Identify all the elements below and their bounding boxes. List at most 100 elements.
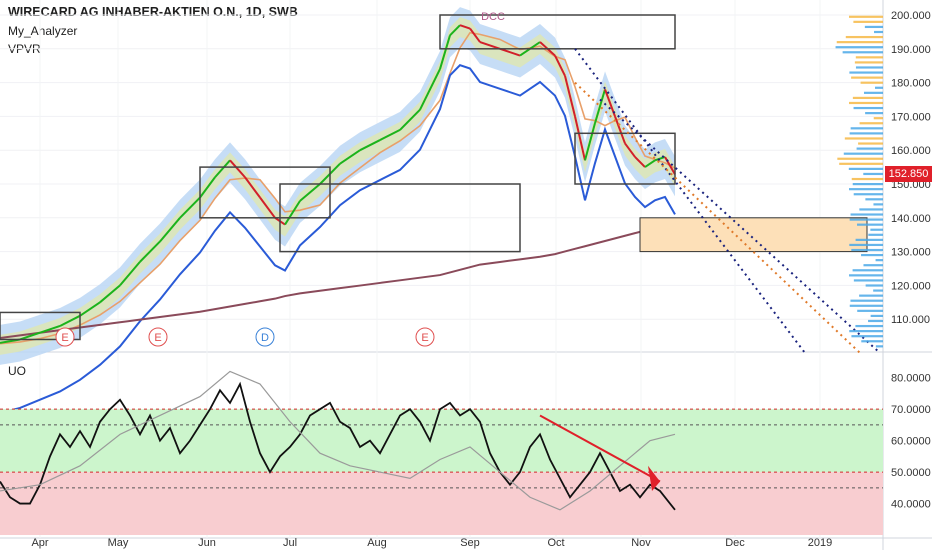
volume-profile-bar <box>852 269 883 272</box>
price-segment <box>99 284 121 304</box>
price-segment <box>359 139 381 152</box>
event-marker <box>148 327 168 347</box>
volume-profile-bar <box>850 299 883 302</box>
volume-profile-bar <box>849 15 883 18</box>
price-segment <box>584 122 596 161</box>
price-segment <box>339 149 361 165</box>
indicator-label[interactable]: My_Analyzer <box>8 24 78 38</box>
price-segment <box>284 200 301 226</box>
volume-profile-bar <box>875 259 883 262</box>
volume-profile-bar <box>873 289 883 292</box>
range-box <box>199 166 331 219</box>
volume-profile-bar <box>852 183 883 186</box>
dcc-label: DCC <box>481 11 505 23</box>
volume-profile-bar <box>874 30 883 34</box>
target-zone <box>639 217 868 253</box>
volume-profile-bar <box>836 41 883 44</box>
price-tick-label: 160.000 <box>891 145 931 157</box>
volume-profile-bar <box>850 213 883 216</box>
volume-profile-bar <box>860 81 883 84</box>
price-segment <box>664 156 676 175</box>
price-segment <box>439 34 451 70</box>
price-segment <box>199 176 216 199</box>
volume-profile-bar <box>851 177 883 181</box>
price-segment <box>564 75 576 117</box>
price-segment <box>214 159 231 178</box>
x-tick-label: Apr <box>31 537 48 549</box>
x-tick-label: May <box>108 537 129 549</box>
price-segment <box>379 129 401 141</box>
volume-profile-bar <box>844 137 883 140</box>
volume-profile-bar <box>853 193 883 196</box>
event-marker-label: D <box>261 332 269 344</box>
price-segment <box>624 142 636 158</box>
price-segment <box>644 159 656 168</box>
price-segment <box>59 314 81 327</box>
volume-profile-bar <box>849 243 883 247</box>
volume-profile-bar <box>843 152 883 155</box>
volume-profile-bar <box>868 233 883 236</box>
price-segment <box>39 325 61 334</box>
volume-profile-bar <box>861 253 883 257</box>
price-tick-label: 150.000 <box>891 179 931 191</box>
volume-profile-bar <box>839 162 883 165</box>
ma-line-maroon <box>0 221 676 339</box>
x-tick-label: Aug <box>367 537 387 549</box>
volume-profile-bar <box>861 340 883 343</box>
price-segment <box>614 116 626 144</box>
volume-profile-bar <box>849 330 883 333</box>
range-box <box>439 14 676 50</box>
price-segment <box>594 89 606 124</box>
event-marker-label: E <box>154 332 161 344</box>
volume-profile-bar <box>849 304 883 307</box>
volume-profile-bar <box>855 56 883 59</box>
ma-line-blue <box>0 63 676 414</box>
volume-profile-bar <box>874 86 883 89</box>
price-segment <box>459 24 471 30</box>
volume-profile-bar <box>849 274 883 277</box>
price-segment <box>499 47 521 57</box>
volume-profile-bar <box>864 25 883 29</box>
range-box <box>574 132 676 185</box>
price-segment <box>159 217 181 243</box>
volume-profile-bar <box>873 117 883 120</box>
uo-tick-label: 70.0000 <box>891 404 931 416</box>
price-segment <box>229 159 246 178</box>
last-price-badge: 152.850 <box>885 166 932 182</box>
volume-profile-bar <box>855 238 883 241</box>
volume-profile-bar <box>863 172 883 176</box>
divergence-arrow <box>539 414 661 483</box>
price-tick-label: 120.000 <box>891 280 931 292</box>
volume-profile-bar <box>858 142 883 145</box>
volume-profile-bar <box>851 76 883 79</box>
price-tick-label: 140.000 <box>891 213 931 225</box>
x-tick-label: Jul <box>283 537 297 549</box>
volume-profile-bar <box>849 101 883 105</box>
volume-profile-bar <box>852 96 883 100</box>
volume-profile-bar <box>850 127 883 130</box>
uo-line <box>0 381 676 511</box>
event-marker <box>255 327 275 347</box>
volume-profile-bar <box>853 20 883 23</box>
price-segment <box>179 196 201 219</box>
event-marker-label: E <box>421 332 428 344</box>
price-tick-label: 130.000 <box>891 247 931 259</box>
uo-red-zone <box>0 472 883 535</box>
price-segment <box>469 27 481 43</box>
price-tick-label: 200.000 <box>891 10 931 22</box>
volume-profile-bar <box>849 218 883 221</box>
volume-profile-bar <box>865 198 883 201</box>
volume-profile-bar <box>842 51 883 54</box>
volume-profile-bar <box>851 335 883 338</box>
x-tick-label: Dec <box>725 537 745 549</box>
uo-tick-label: 80.0000 <box>891 373 931 385</box>
volume-profile-bar <box>856 147 883 150</box>
price-tick-label: 190.000 <box>891 44 931 56</box>
uo-pane-label[interactable]: UO <box>8 364 26 378</box>
volume-profile-bar <box>870 314 883 318</box>
volume-profile-bar <box>863 91 883 94</box>
volume-profile-bar <box>854 61 883 64</box>
price-segment <box>259 196 276 219</box>
volume-profile-bar <box>848 167 883 170</box>
